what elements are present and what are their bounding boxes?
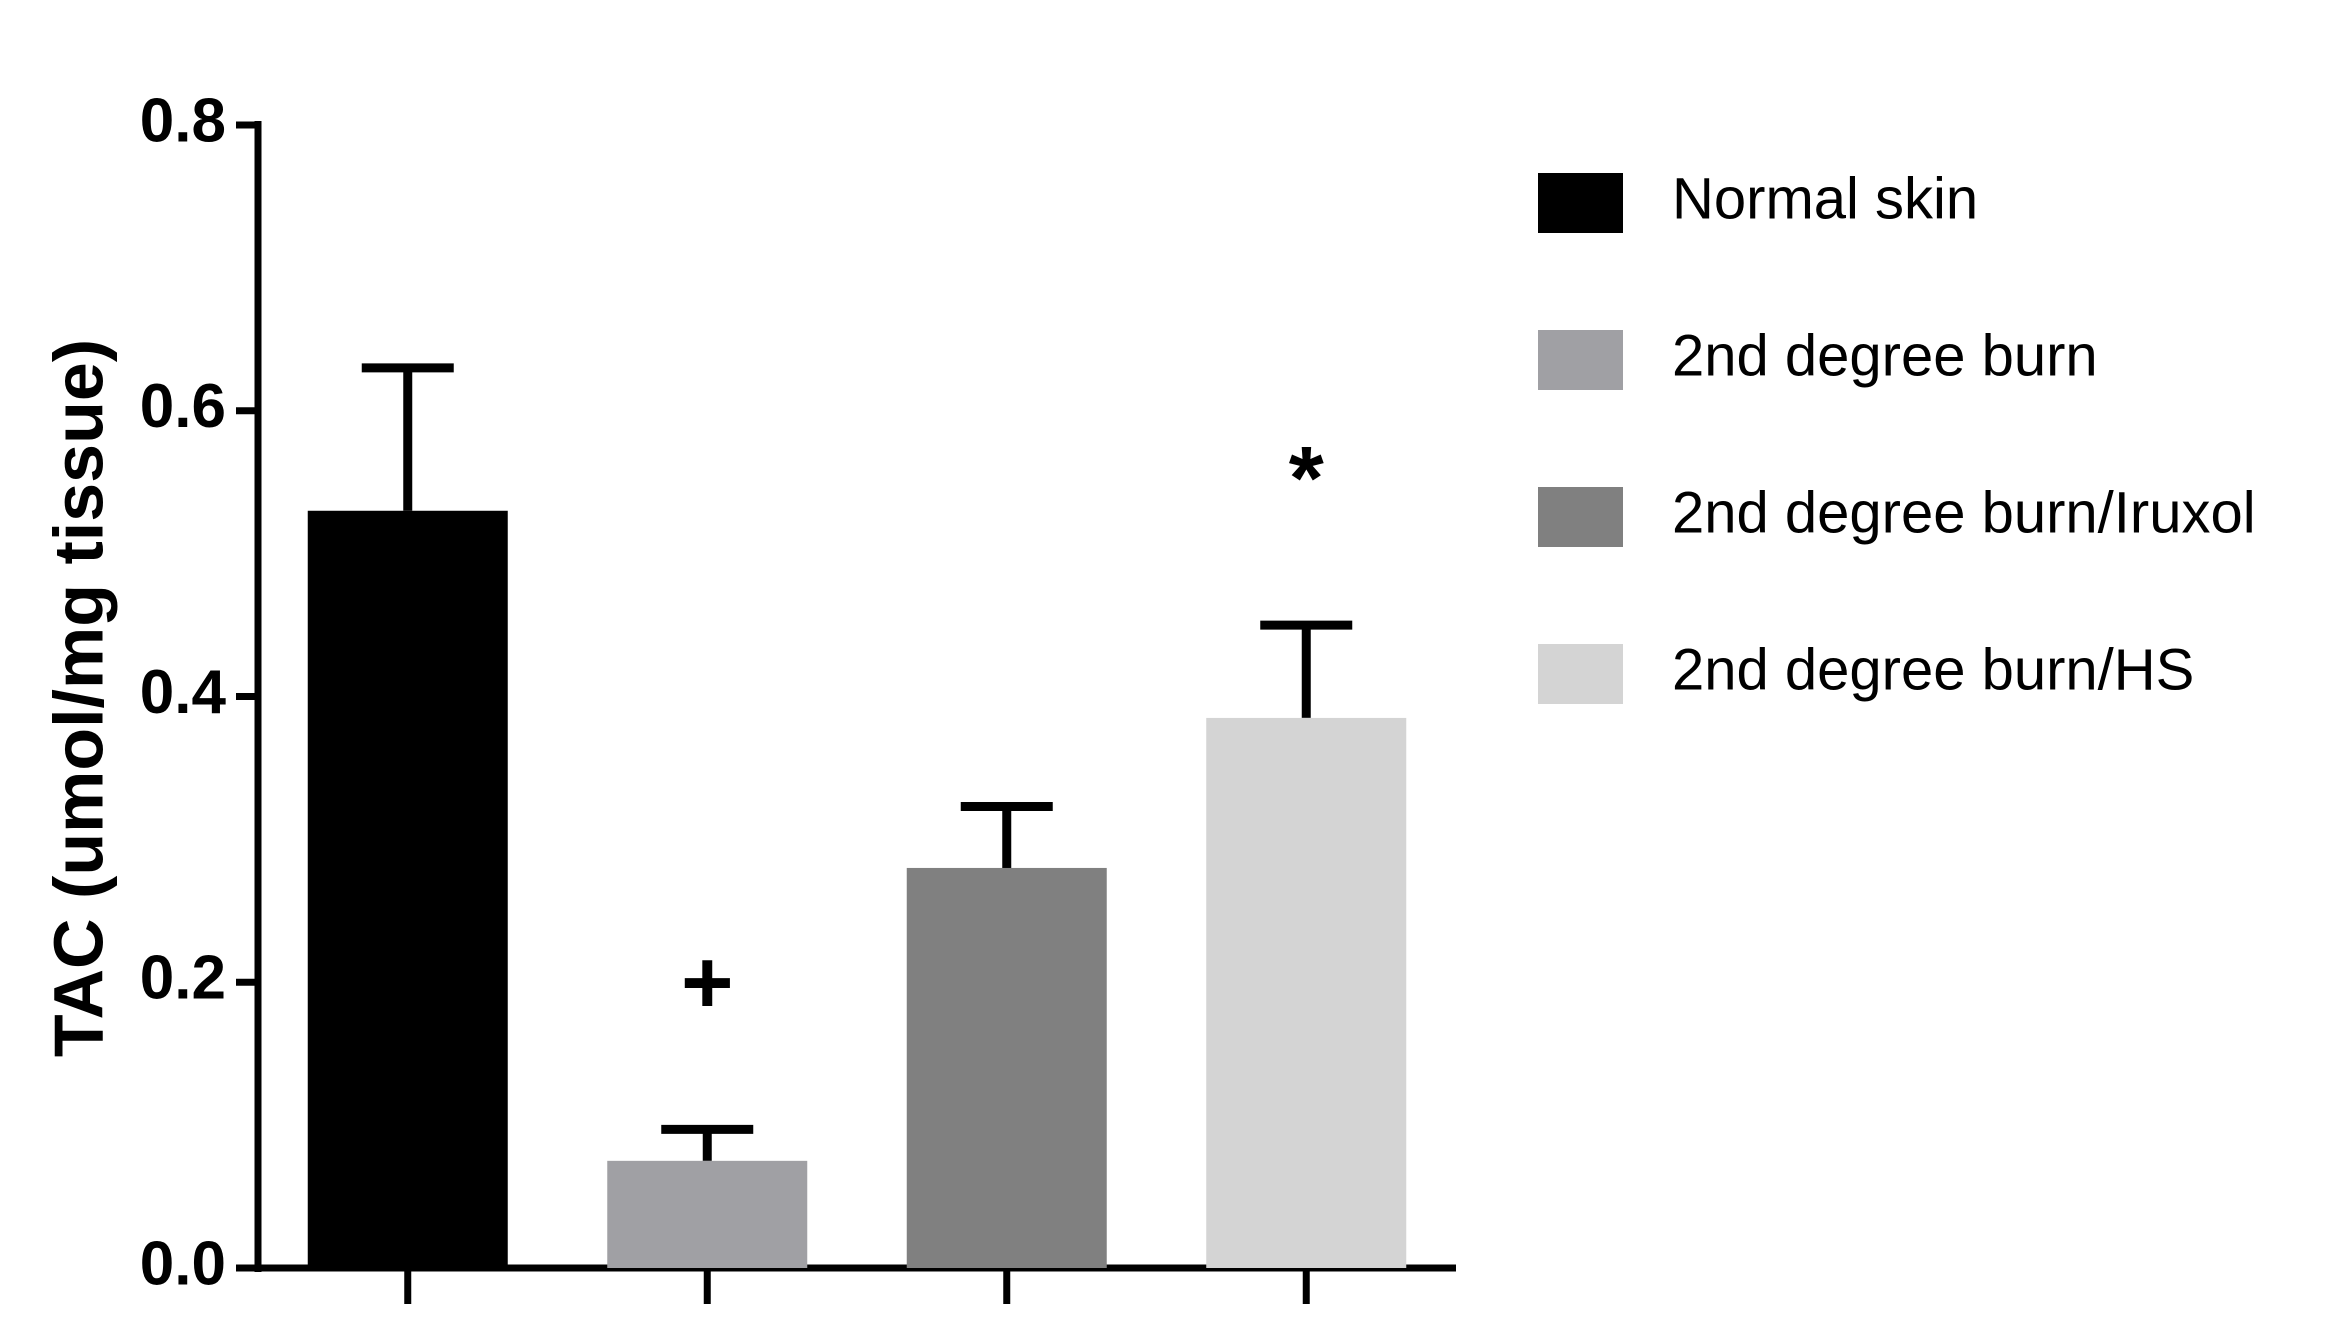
y-tick-label: 0.4 <box>140 658 227 727</box>
y-axis-label: TAC (umol/mg tissue) <box>39 339 117 1057</box>
legend-swatch <box>1538 330 1623 390</box>
legend-swatch <box>1538 644 1623 704</box>
legend-swatch <box>1538 487 1623 547</box>
bar <box>307 510 508 1268</box>
bar <box>906 867 1107 1268</box>
legend-label: 2nd degree burn/Iruxol <box>1672 480 2256 545</box>
bar <box>607 1160 808 1268</box>
legend-label: 2nd degree burn <box>1672 323 2098 388</box>
y-tick-label: 0.0 <box>140 1229 226 1298</box>
y-tick-label: 0.6 <box>140 372 226 441</box>
bar <box>1206 717 1407 1268</box>
legend-swatch <box>1538 173 1623 233</box>
y-tick-label: 0.8 <box>140 86 226 155</box>
annotation: * <box>1289 429 1324 529</box>
legend-label: 2nd degree burn/HS <box>1672 637 2194 702</box>
legend-label: Normal skin <box>1672 166 1978 231</box>
y-tick-label: 0.2 <box>140 944 226 1013</box>
annotation: + <box>681 933 734 1033</box>
